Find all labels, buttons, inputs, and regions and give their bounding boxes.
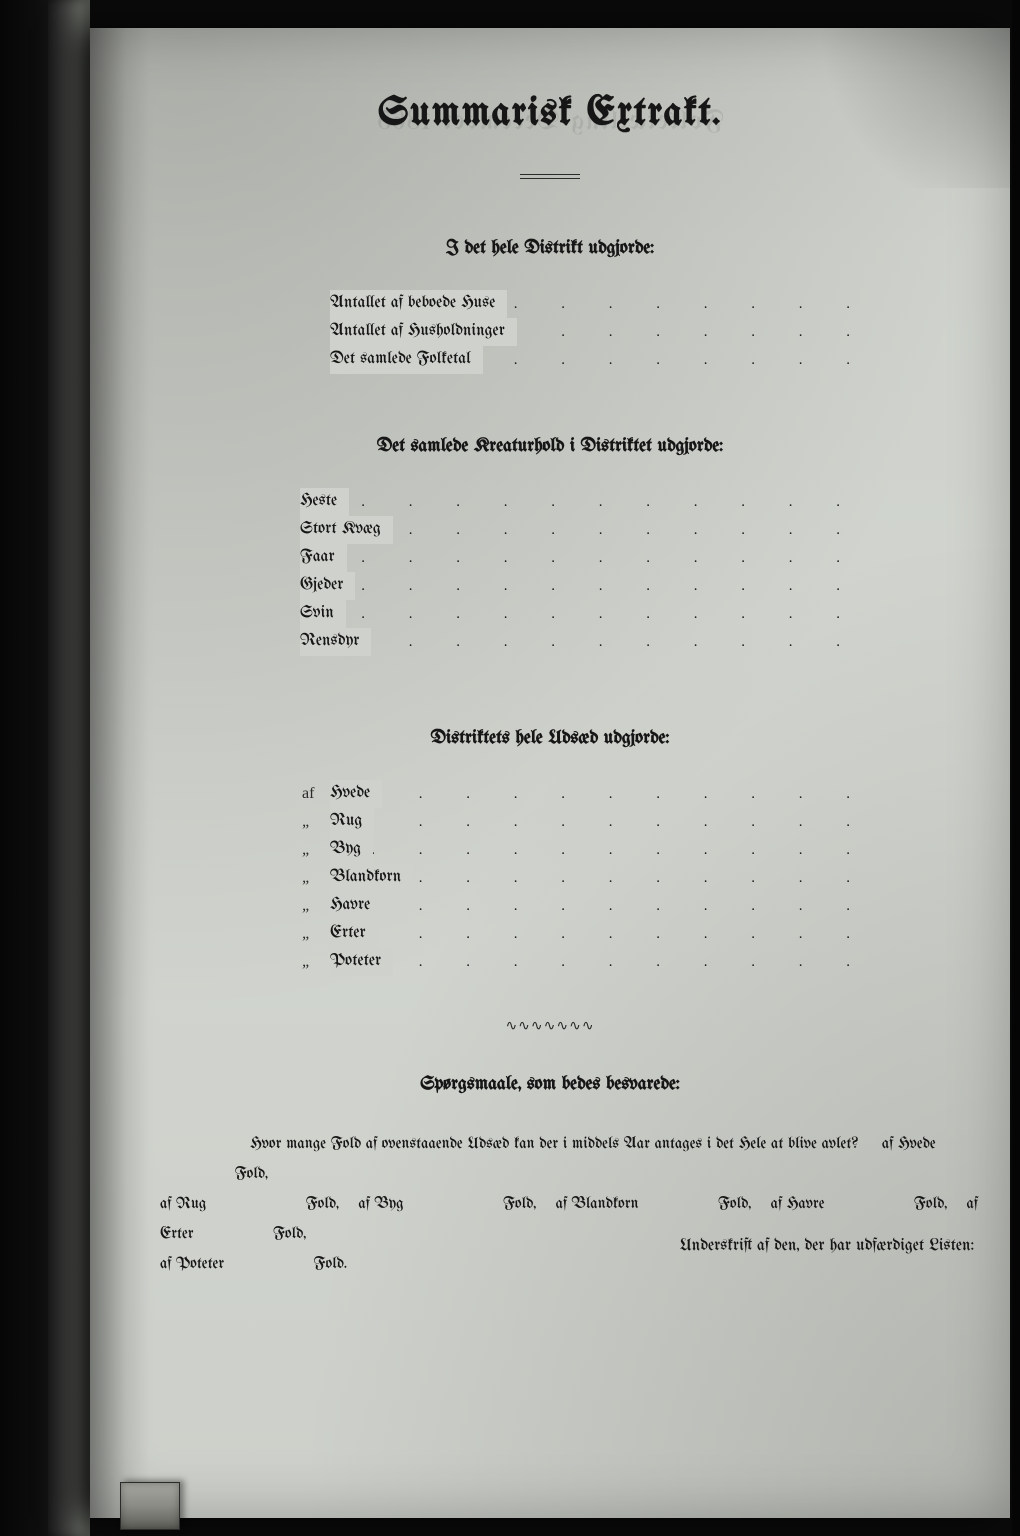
question-crop-label: af Rug [160,1196,206,1213]
signature-line: Underskrift af den, der har udfærdiget L… [680,1238,974,1255]
section3-label: Byg [330,836,373,864]
leader-dots [300,628,860,656]
section1-row: Antallet af beboede Huse [330,290,870,318]
question-unit: Fold, [503,1196,536,1213]
leader-dots [330,808,870,836]
section3-row: „ Poteter [330,948,870,976]
question-crop-label: af Poteter [160,1256,224,1273]
section1-row: Det samlede Folketal [330,346,870,374]
ditto-mark: „ [302,864,311,892]
section3-row: „ Erter [330,920,870,948]
ditto-mark: „ [302,836,311,864]
leader-dots [330,948,870,976]
leader-dots [330,920,870,948]
section1-label: Det samlede Folketal [330,346,483,374]
leader-dots [330,780,870,808]
section3-prefix-af: af [302,780,314,808]
leader-dots [300,488,860,516]
section3-label: Poteter [330,948,393,976]
document-page: Folketælling December 1865 Summarisk Ext… [90,28,1010,1518]
section2-row: Stort Kvæg [300,516,860,544]
section2-row: Rensdyr [300,628,860,656]
ditto-mark: „ [302,892,311,920]
right-black-strip [1012,0,1020,1536]
leader-dots [330,892,870,920]
question-crop-label: af Blandkorn [556,1196,639,1213]
section1-items: Antallet af beboede Huse Antallet af Hus… [330,290,870,374]
section3-heading: Distriktets hele Udsæd udgjorde: [90,728,1010,748]
section1-label: Antallet af beboede Huse [330,290,507,318]
question-unit: Fold, [235,1166,268,1183]
section3-label: Hvede [330,780,382,808]
questions-paragraph: Hvor mange Fold af ovenstaaende Udsæd ka… [160,1130,1000,1280]
section3-row: „ Havre [330,892,870,920]
section2-row: Svin [300,600,860,628]
ditto-mark: „ [302,808,311,836]
section3-row: „ Rug [330,808,870,836]
wavy-divider: ∿∿∿∿∿∿∿ [505,1018,594,1035]
section2-heading: Det samlede Kreaturhold i Distriktet udg… [90,436,1010,456]
question-unit: Fold, [273,1226,306,1243]
section3-label: Rug [330,808,374,836]
section2-label: Rensdyr [300,628,371,656]
section2-label: Stort Kvæg [300,516,393,544]
section1-row: Antallet af Husholdninger [330,318,870,346]
question-crop-label: af Havre [771,1196,825,1213]
questions-heading: Spørgsmaale, som bedes besvarede: [90,1074,1010,1094]
section2-label: Gjeder [300,572,355,600]
question-crop-label: af Byg [358,1196,403,1213]
archive-clip [120,1482,180,1530]
section3-row: „ Blandkorn [330,864,870,892]
section3-items: af Hvede „ Rug „ Byg „ Blandkorn „ Havre… [330,780,870,976]
section3-row: „ Byg [330,836,870,864]
ditto-mark: „ [302,948,311,976]
section3-label: Havre [330,892,382,920]
section3-label: Erter [330,920,378,948]
questions-lead: Hvor mange Fold af ovenstaaende Udsæd ka… [250,1136,859,1153]
question-unit: Fold. [314,1256,348,1273]
section1-heading: I det hele Distrikt udgjorde: [90,238,1010,258]
section1-label: Antallet af Husholdninger [330,318,517,346]
section2-label: Svin [300,600,346,628]
section3-row: af Hvede [330,780,870,808]
question-unit: Fold, [914,1196,947,1213]
leader-dots [300,544,860,572]
question-crop-label: af Hvede [882,1136,936,1153]
question-unit: Fold, [718,1196,751,1213]
section2-row: Heste [300,488,860,516]
ditto-mark: „ [302,920,311,948]
title-rule-ornament [520,174,580,179]
book-spine-edge [48,0,90,1536]
section2-row: Gjeder [300,572,860,600]
section2-label: Faar [300,544,347,572]
leader-dots [300,572,860,600]
leader-dots [300,600,860,628]
page-title: Summarisk Extrakt. [90,94,1010,135]
question-unit: Fold, [306,1196,339,1213]
section2-row: Faar [300,544,860,572]
section2-label: Heste [300,488,349,516]
section2-items: Heste Stort Kvæg Faar Gjeder Svin Rensdy… [300,488,860,656]
section3-label: Blandkorn [330,864,413,892]
leader-dots [330,836,870,864]
